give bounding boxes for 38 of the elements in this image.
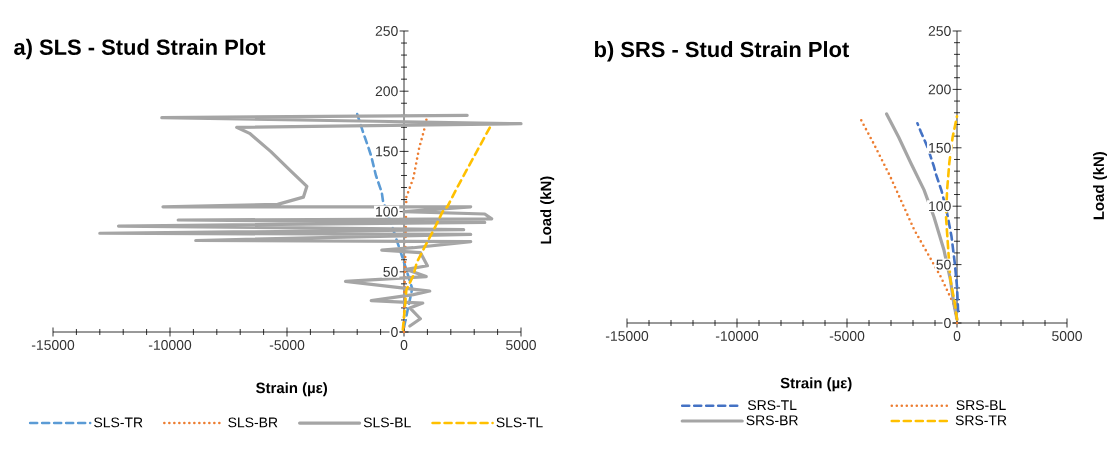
- x-axis-title: Strain (µε): [256, 382, 328, 397]
- legend-label: SLS-BL: [363, 417, 411, 428]
- legend-label: SRS-TR: [955, 415, 1007, 426]
- y-axis-title: Load (kN): [540, 176, 555, 244]
- y-tick-label: 150: [376, 146, 398, 157]
- y-tick-label: 250: [928, 26, 951, 36]
- legend-label: SLS-TR: [94, 417, 143, 428]
- legend-label: SLS-TL: [496, 417, 543, 428]
- y-tick-label: 200: [928, 84, 951, 95]
- y-tick-label: 100: [376, 206, 398, 217]
- y-tick-label: 50: [936, 259, 951, 270]
- y-tick-label: 0: [944, 318, 951, 328]
- legend-label: SRS-TL: [748, 400, 797, 411]
- line-series: [98, 113, 523, 328]
- x-tick-label: 5000: [506, 340, 536, 350]
- x-tick-label: -15000: [605, 331, 649, 341]
- x-tick-label: -10000: [715, 331, 759, 341]
- y-axis-title: Load (kN): [1093, 152, 1107, 220]
- line-series: [916, 121, 960, 313]
- x-tick-label: 0: [400, 340, 408, 350]
- y-tick-label: 100: [929, 201, 951, 212]
- legend-label: SLS-BR: [228, 417, 278, 428]
- legend-label: SRS-BR: [746, 415, 798, 426]
- chart-title: b) SRS - Stud Strain Plot: [595, 41, 850, 62]
- chart-title: a) SLS - Stud Strain Plot: [14, 38, 266, 60]
- x-tick-label: 5000: [1052, 331, 1082, 341]
- y-tick-label: 200: [375, 86, 398, 97]
- y-tick-label: 250: [375, 26, 398, 36]
- legend-label: SRS-BL: [956, 400, 1006, 411]
- x-tick-label: -10000: [148, 340, 192, 350]
- x-tick-label: 0: [953, 331, 961, 341]
- x-axis-title: Strain (µε): [780, 377, 852, 392]
- x-tick-label: -15000: [31, 340, 75, 350]
- x-tick-label: -5000: [829, 331, 865, 341]
- x-tick-label: -5000: [269, 340, 305, 350]
- y-tick-label: 150: [929, 142, 951, 153]
- y-tick-label: 50: [383, 266, 398, 277]
- line-series: [355, 112, 414, 329]
